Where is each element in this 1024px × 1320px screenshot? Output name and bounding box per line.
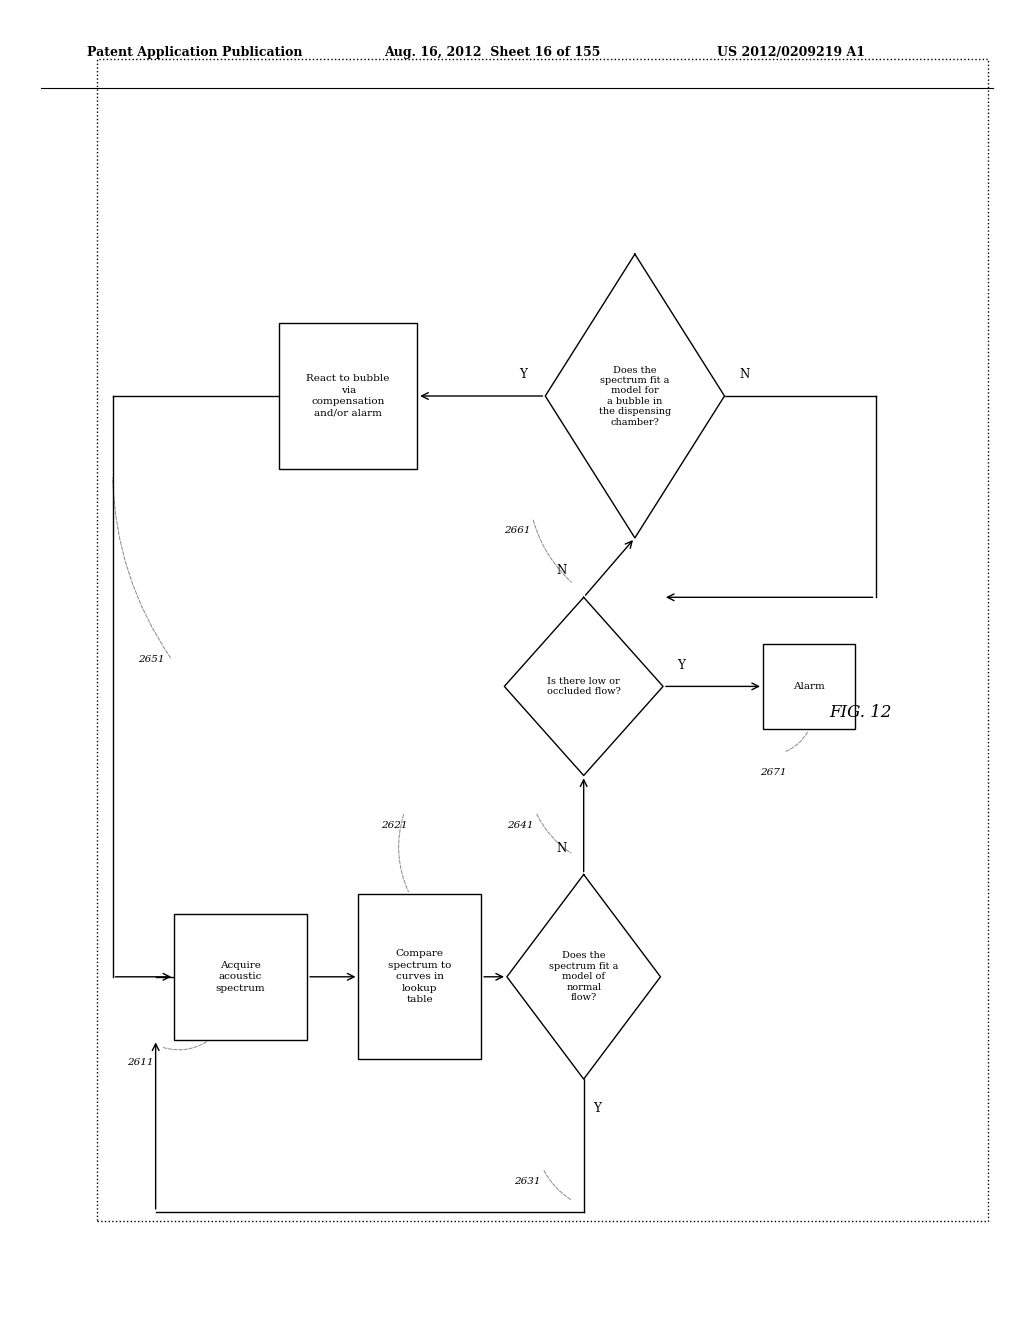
Text: Alarm: Alarm: [793, 682, 825, 690]
FancyBboxPatch shape: [358, 895, 481, 1059]
Text: 2631: 2631: [514, 1177, 541, 1185]
Polygon shape: [507, 874, 660, 1080]
Polygon shape: [504, 597, 664, 776]
FancyBboxPatch shape: [174, 913, 307, 1040]
Text: 2651: 2651: [138, 656, 165, 664]
Text: Compare
spectrum to
curves in
lookup
table: Compare spectrum to curves in lookup tab…: [388, 949, 452, 1005]
Text: 2661: 2661: [504, 527, 530, 535]
Text: Acquire
acoustic
spectrum: Acquire acoustic spectrum: [216, 961, 265, 993]
Text: Does the
spectrum fit a
model for
a bubble in
the dispensing
chamber?: Does the spectrum fit a model for a bubb…: [599, 366, 671, 426]
FancyBboxPatch shape: [763, 644, 855, 729]
Text: FIG. 12: FIG. 12: [828, 705, 892, 721]
Text: Is there low or
occluded flow?: Is there low or occluded flow?: [547, 677, 621, 696]
Text: N: N: [556, 565, 566, 577]
Text: Y: Y: [678, 659, 685, 672]
Text: US 2012/0209219 A1: US 2012/0209219 A1: [717, 46, 865, 59]
Text: 2621: 2621: [381, 821, 408, 829]
Text: N: N: [556, 842, 566, 854]
Text: 2641: 2641: [507, 821, 534, 829]
Text: Y: Y: [519, 368, 526, 381]
Text: 2671: 2671: [760, 768, 786, 776]
Text: Y: Y: [593, 1102, 601, 1114]
Text: Does the
spectrum fit a
model of
normal
flow?: Does the spectrum fit a model of normal …: [549, 952, 618, 1002]
Text: React to bubble
via
compensation
and/or alarm: React to bubble via compensation and/or …: [306, 375, 390, 417]
Polygon shape: [545, 253, 725, 539]
Text: 2611: 2611: [127, 1059, 154, 1067]
Text: Patent Application Publication: Patent Application Publication: [87, 46, 302, 59]
FancyBboxPatch shape: [279, 323, 418, 469]
Text: Aug. 16, 2012  Sheet 16 of 155: Aug. 16, 2012 Sheet 16 of 155: [384, 46, 600, 59]
Text: N: N: [739, 368, 751, 381]
